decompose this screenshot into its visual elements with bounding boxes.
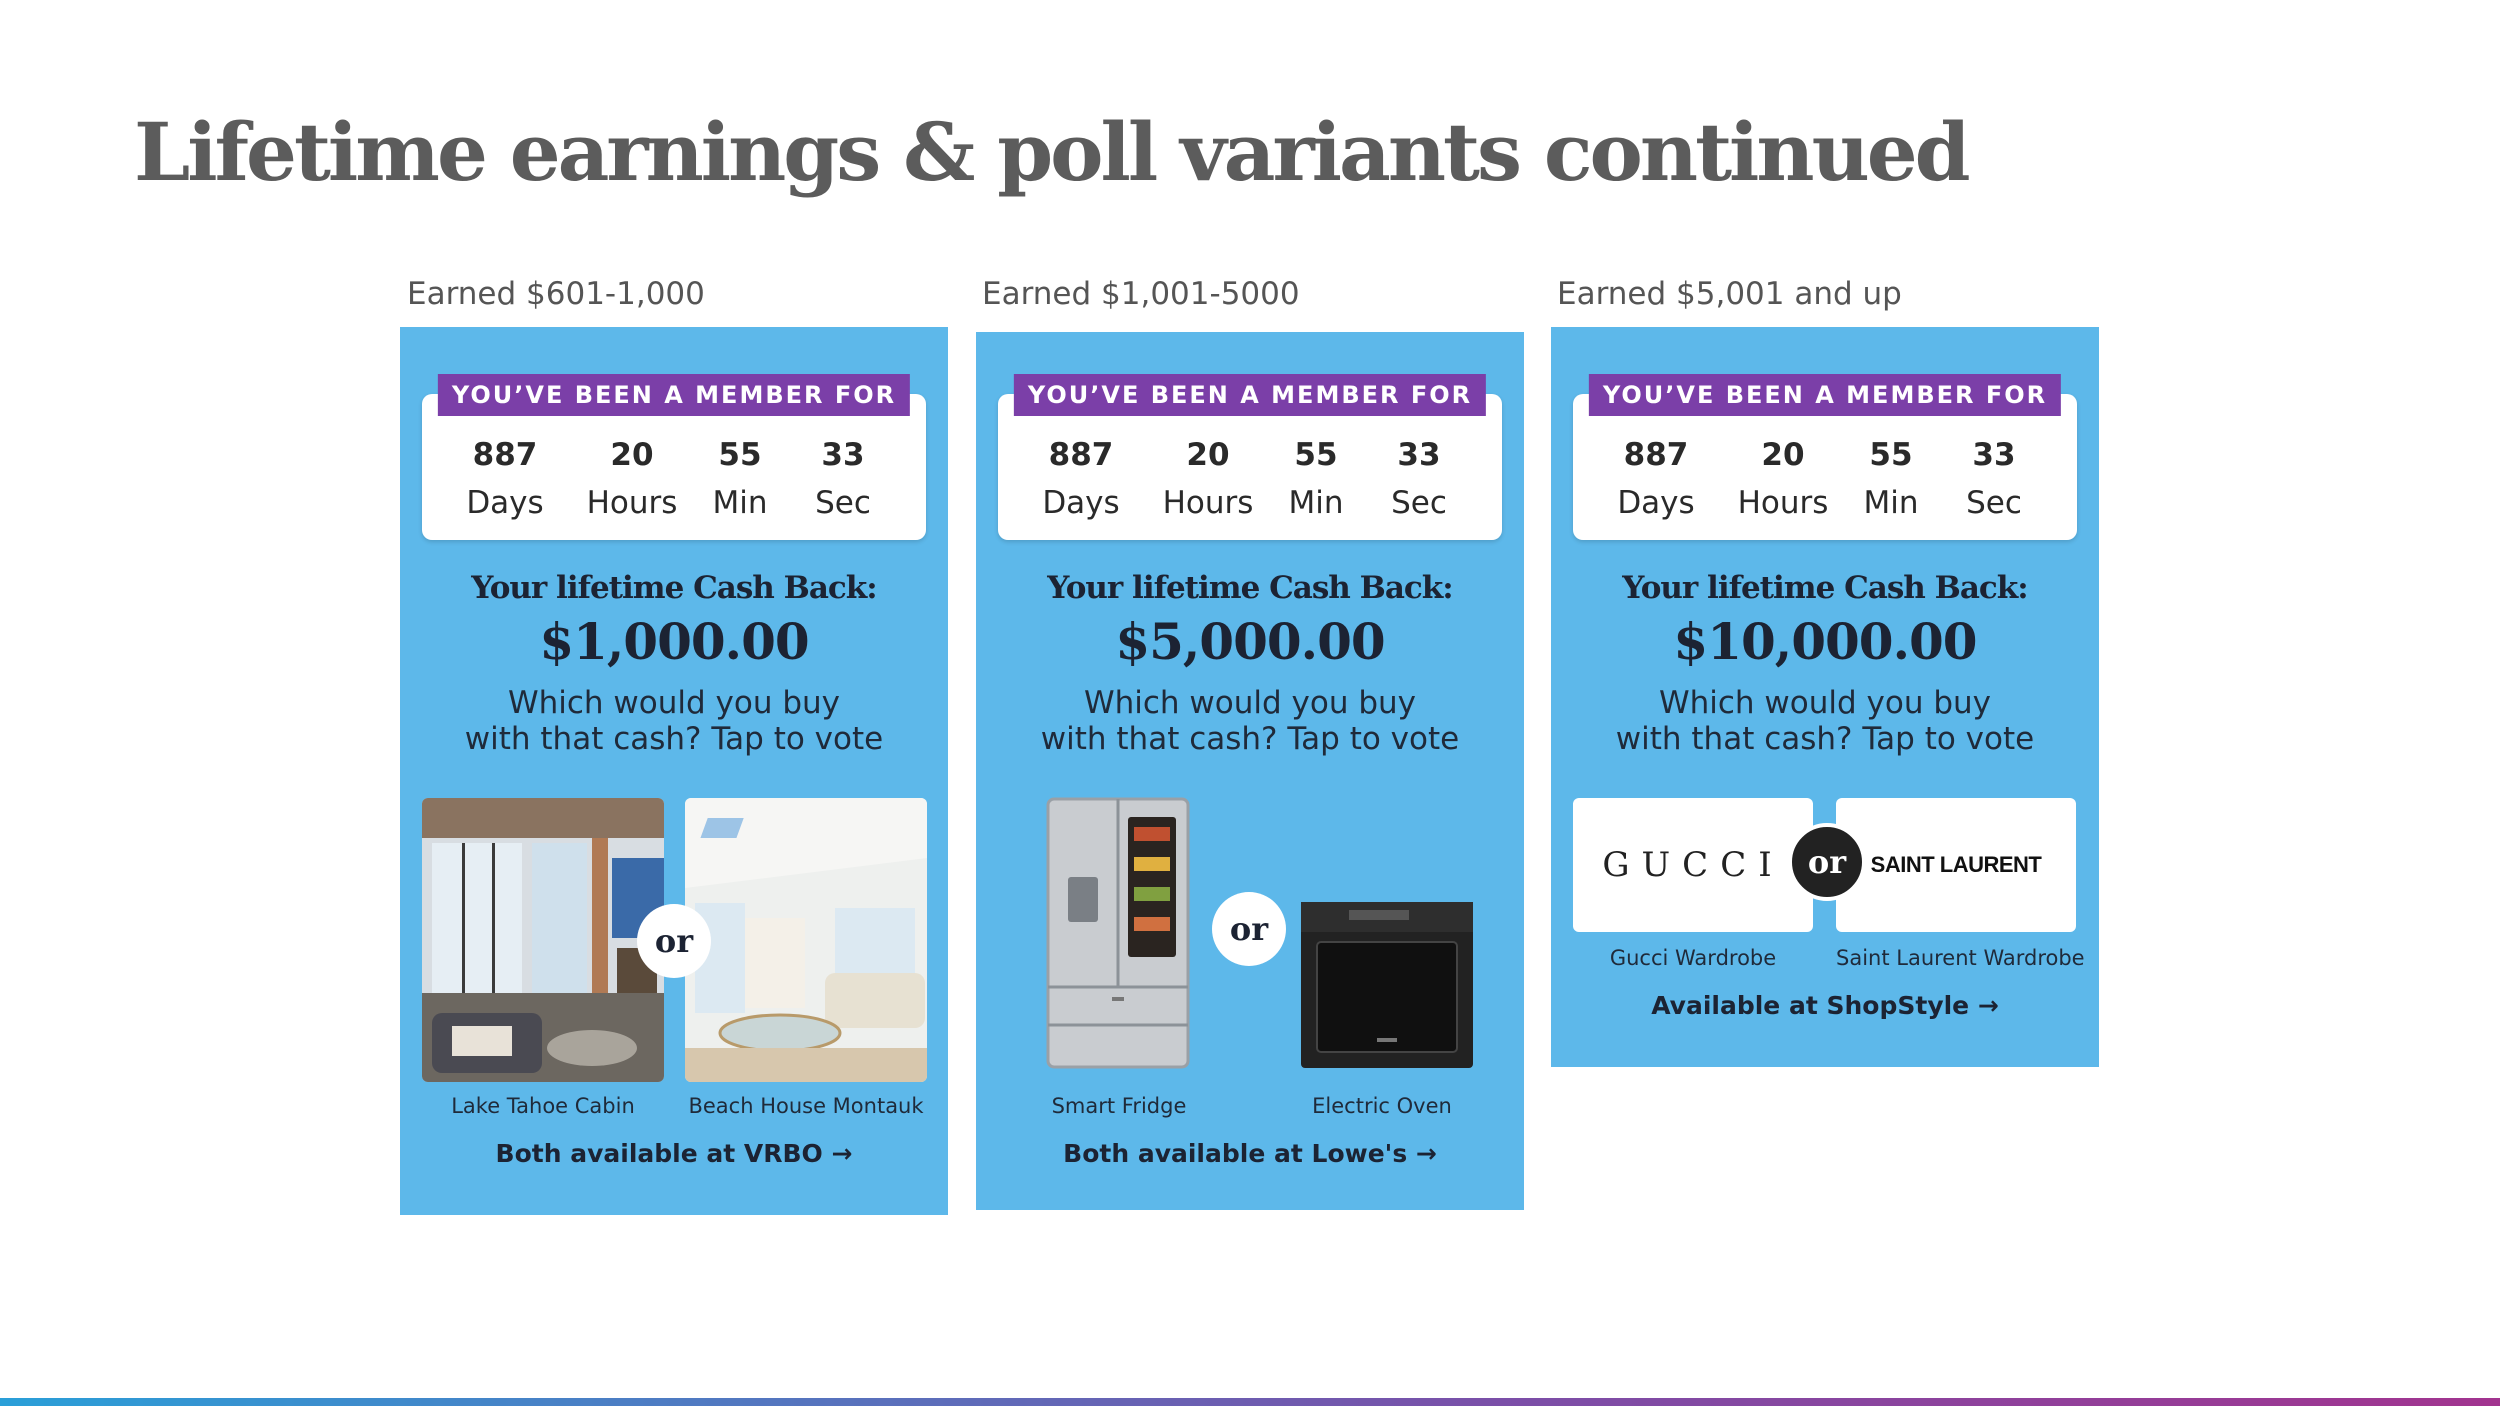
member-banner: YOU’VE BEEN A MEMBER FOR: [1013, 374, 1487, 416]
timer-hours: 20 Hours: [1737, 437, 1829, 521]
lifetime-cashback-amount: $5,000.00: [1115, 612, 1385, 671]
saint-laurent-logo-option[interactable]: SAINT LAURENT: [1836, 798, 2076, 932]
timer-sec: 33 Sec: [1391, 437, 1447, 521]
poll-question: Which would you buy with that cash? Tap t…: [1040, 685, 1460, 757]
electric-oven-image[interactable]: [1299, 900, 1475, 1070]
option-a-label: Lake Tahoe Cabin: [451, 1094, 635, 1118]
lifetime-cashback-amount: $1,000.00: [539, 612, 809, 671]
shopstyle-link[interactable]: Available at ShopStyle →: [1651, 991, 1999, 1020]
timer-min: 55 Min: [1863, 437, 1919, 521]
member-banner: YOU’VE BEEN A MEMBER FOR: [1588, 374, 2062, 416]
vrbo-link[interactable]: Both available at VRBO →: [495, 1139, 853, 1168]
variant-card-vrbo[interactable]: YOU’VE BEEN A MEMBER FOR 887 Days 20 Hours…: [400, 327, 948, 1215]
variant-card-lowes[interactable]: YOU’VE BEEN A MEMBER FOR 887 Days 20 Hours…: [976, 332, 1524, 1210]
lake-tahoe-cabin-image[interactable]: [422, 798, 664, 1082]
footer-gradient-bar: [0, 1398, 2500, 1406]
timer-days: 887 Days: [466, 437, 544, 521]
poll-question: Which would you buy with that cash? Tap t…: [1615, 685, 2035, 757]
lowes-link[interactable]: Both available at Lowe's →: [1063, 1139, 1437, 1168]
membership-timer-card: YOU’VE BEEN A MEMBER FOR 887 Days 20 Hours…: [998, 374, 1502, 540]
tier-label: Earned $1,001-5000: [982, 276, 1300, 312]
timer-sec: 33 Sec: [815, 437, 871, 521]
option-b-label: Beach House Montauk: [688, 1094, 924, 1118]
lifetime-cashback-amount: $10,000.00: [1673, 612, 1977, 671]
timer-hours: 20 Hours: [586, 437, 678, 521]
lifetime-cashback-label: Your lifetime Cash Back:: [1047, 570, 1453, 606]
member-banner: YOU’VE BEEN A MEMBER FOR: [437, 374, 911, 416]
variant-card-shopstyle[interactable]: YOU’VE BEEN A MEMBER FOR 887 Days 20 Hours…: [1551, 327, 2099, 1067]
tier-label: Earned $601-1,000: [407, 276, 705, 312]
gucci-logo: GUCCI: [1602, 845, 1784, 885]
membership-timer-card: YOU’VE BEEN A MEMBER FOR 887 Days 20 Hours…: [1573, 374, 2077, 540]
gucci-logo-option[interactable]: GUCCI: [1573, 798, 1813, 932]
timer-hours: 20 Hours: [1162, 437, 1254, 521]
timer-days: 887 Days: [1617, 437, 1695, 521]
option-a-label: Gucci Wardrobe: [1609, 946, 1777, 970]
or-badge: or: [1212, 892, 1286, 966]
or-badge: or: [637, 904, 711, 978]
option-b-label: Saint Laurent Wardrobe: [1836, 946, 2085, 970]
timer-days: 887 Days: [1042, 437, 1120, 521]
or-badge: or: [1788, 823, 1866, 901]
timer-min: 55 Min: [712, 437, 768, 521]
beach-house-montauk-image[interactable]: [685, 798, 927, 1082]
lifetime-cashback-label: Your lifetime Cash Back:: [471, 570, 877, 606]
timer-min: 55 Min: [1288, 437, 1344, 521]
slide-title: Lifetime earnings & poll variants contin…: [134, 105, 1971, 199]
tier-label: Earned $5,001 and up: [1557, 276, 1902, 312]
lifetime-cashback-label: Your lifetime Cash Back:: [1622, 570, 2028, 606]
smart-fridge-image[interactable]: [1046, 797, 1190, 1069]
option-a-label: Smart Fridge: [1051, 1094, 1187, 1118]
saint-laurent-logo: SAINT LAURENT: [1870, 852, 2042, 877]
membership-timer-card: YOU’VE BEEN A MEMBER FOR 887 Days 20 Hours…: [422, 374, 926, 540]
poll-question: Which would you buy with that cash? Tap t…: [464, 685, 884, 757]
timer-sec: 33 Sec: [1966, 437, 2022, 521]
option-b-label: Electric Oven: [1312, 1094, 1452, 1118]
